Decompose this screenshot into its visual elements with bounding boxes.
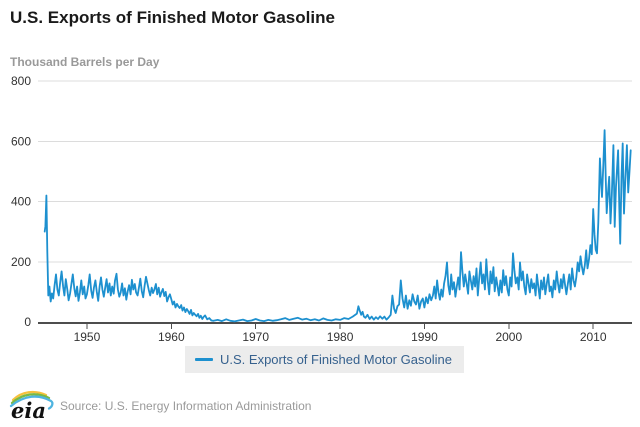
x-axis-label-2010: 2010 — [580, 330, 607, 344]
y-axis-label-400: 400 — [11, 195, 31, 209]
x-axis-label-1960: 1960 — [158, 330, 185, 344]
legend-line-swatch — [195, 358, 213, 361]
x-axis-label-1990: 1990 — [411, 330, 438, 344]
y-axis-label-200: 200 — [11, 255, 31, 269]
series-line-0 — [43, 129, 632, 323]
y-axis-label-0: 0 — [24, 315, 31, 329]
x-axis-label-1980: 1980 — [327, 330, 354, 344]
plot-area[interactable] — [38, 81, 632, 322]
eia-logo: eia — [9, 390, 54, 423]
eia-logo-arc-blue — [9, 395, 54, 410]
y-axis-label-600: 600 — [11, 134, 31, 148]
legend-label: U.S. Exports of Finished Motor Gasoline — [220, 352, 452, 367]
legend[interactable]: U.S. Exports of Finished Motor Gasoline — [185, 346, 464, 373]
eia-logo-arc-green — [10, 393, 51, 405]
eia-logo-arc-yellow — [11, 390, 48, 402]
x-axis-label-2000: 2000 — [495, 330, 522, 344]
eia-logo-text: eia — [11, 398, 46, 423]
x-axis-label-1970: 1970 — [242, 330, 269, 344]
chart-title: U.S. Exports of Finished Motor Gasoline — [10, 8, 335, 27]
x-axis-label-1950: 1950 — [74, 330, 101, 344]
y-axis-label-800: 800 — [11, 74, 31, 88]
source-attribution: Source: U.S. Energy Information Administ… — [60, 399, 312, 413]
y-axis-units-label: Thousand Barrels per Day — [10, 55, 160, 69]
